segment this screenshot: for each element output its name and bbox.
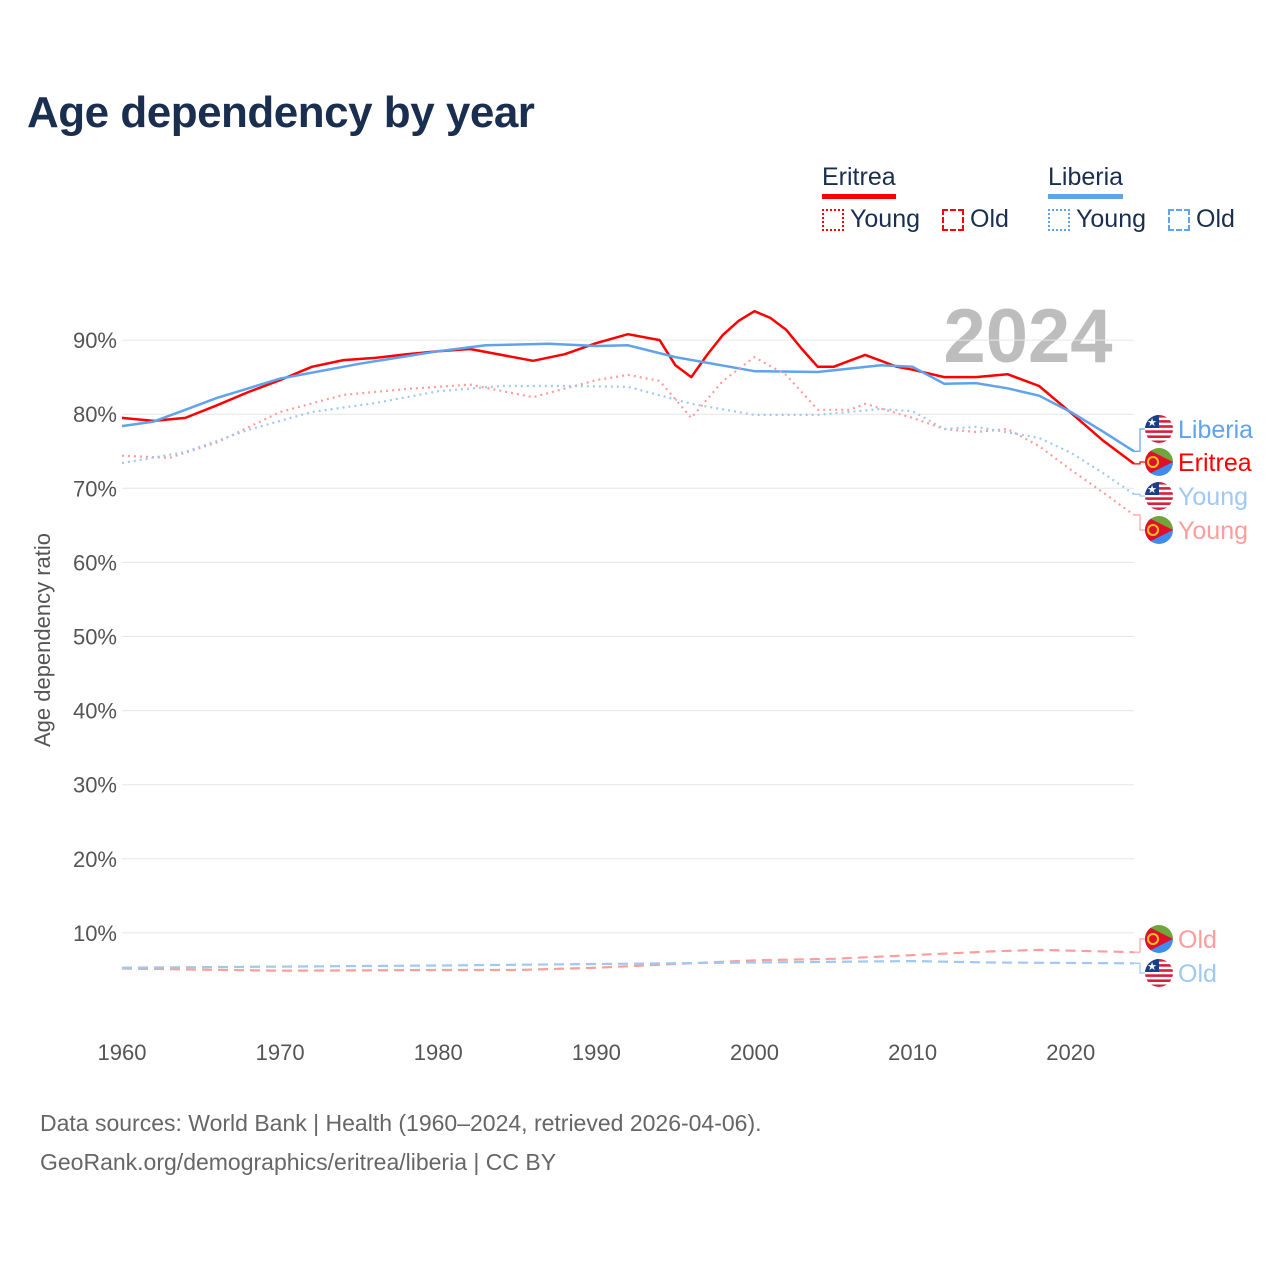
emblem-icon <box>1147 524 1159 536</box>
flag-stripe <box>1145 984 1173 987</box>
star-icon: ★ <box>1147 417 1157 429</box>
legend-liberia[interactable]: Liberia <box>1048 163 1124 199</box>
dashed-swatch-icon <box>942 208 964 231</box>
leader-line <box>1134 962 1146 974</box>
x-tick-label: 1970 <box>256 1040 305 1065</box>
flag-stripe <box>1145 435 1173 438</box>
liberia-flag-icon: ★ <box>1145 482 1173 510</box>
end-label: Eritrea <box>1134 448 1252 477</box>
y-tick-label: 50% <box>73 625 117 650</box>
flag-stripe <box>1145 430 1173 433</box>
eritrea-flag-icon <box>1145 448 1173 476</box>
eritrea-flag-icon <box>1145 516 1173 544</box>
flag-stripe <box>1145 440 1173 443</box>
flag-stripe <box>1145 497 1173 500</box>
leader-line <box>1134 461 1146 465</box>
dotted-swatch-icon <box>1048 208 1070 231</box>
end-label: Old <box>1134 925 1217 954</box>
y-tick-label: 10% <box>73 921 117 946</box>
y-tick-label: 70% <box>73 476 117 501</box>
y-tick-label: 40% <box>73 699 117 724</box>
legend-eritrea[interactable]: Eritrea <box>822 163 896 199</box>
y-tick-label: 90% <box>73 328 117 353</box>
end-label-text: Liberia <box>1178 416 1253 444</box>
end-label-text: Old <box>1178 926 1217 954</box>
x-tick-label: 2020 <box>1046 1040 1095 1065</box>
end-label-text: Eritrea <box>1178 449 1252 477</box>
series-line-liberia-young <box>121 384 1135 496</box>
legend-liberia-old[interactable]: Old <box>1168 205 1235 234</box>
end-label-text: Young <box>1178 517 1248 545</box>
x-tick-label: 2010 <box>888 1040 937 1065</box>
year-watermark: 2024 <box>943 294 1112 379</box>
y-tick-label: 20% <box>73 847 117 872</box>
emblem-icon <box>1147 933 1159 945</box>
leader-line <box>1134 514 1146 531</box>
legend-label: Young <box>850 205 920 233</box>
eritrea-flag-icon <box>1145 925 1173 953</box>
leader-line <box>1134 938 1146 953</box>
leader-line <box>1134 493 1146 497</box>
legend-eritrea-young[interactable]: Young <box>822 205 920 234</box>
end-label: Young <box>1134 514 1248 545</box>
y-axis-label: Age dependency ratio <box>30 533 55 747</box>
legend-eritrea-swatch <box>822 194 896 199</box>
chart-title: Age dependency by year <box>27 88 535 137</box>
dotted-swatch-icon <box>822 208 844 231</box>
source-line: Data sources: World Bank | Health (1960–… <box>40 1110 762 1136</box>
legend-label: Old <box>1196 205 1235 233</box>
legend-liberia-label: Liberia <box>1048 163 1124 191</box>
liberia-flag-icon: ★ <box>1145 415 1173 443</box>
legend-eritrea-old[interactable]: Old <box>942 205 1009 234</box>
attribution-line[interactable]: GeoRank.org/demographics/eritrea/liberia… <box>40 1149 557 1175</box>
flag-stripe <box>1145 974 1173 977</box>
legend-liberia-swatch <box>1048 194 1124 199</box>
end-label-text: Old <box>1178 960 1217 988</box>
series-line-liberia-old <box>121 960 1135 969</box>
series-line-liberia <box>121 342 1135 453</box>
star-icon: ★ <box>1147 484 1157 496</box>
star-icon: ★ <box>1147 961 1157 973</box>
y-tick-label: 60% <box>73 550 117 575</box>
dashed-swatch-icon <box>1168 208 1190 231</box>
legend-label: Old <box>970 205 1009 233</box>
x-tick-label: 2000 <box>730 1040 779 1065</box>
legend-liberia-young[interactable]: Young <box>1048 205 1146 234</box>
end-label: ★ Young <box>1134 482 1248 511</box>
liberia-flag-icon: ★ <box>1145 959 1173 987</box>
leader-line <box>1134 428 1146 452</box>
y-tick-label: 30% <box>73 773 117 798</box>
end-label: ★ Liberia <box>1134 415 1253 452</box>
x-tick-label: 1980 <box>414 1040 463 1065</box>
y-tick-label: 80% <box>73 402 117 427</box>
flag-stripe <box>1145 507 1173 510</box>
end-label-text: Young <box>1178 483 1248 511</box>
x-tick-label: 1960 <box>98 1040 147 1065</box>
end-label: ★ Old <box>1134 959 1217 988</box>
legend-eritrea-label: Eritrea <box>822 163 896 191</box>
flag-stripe <box>1145 502 1173 505</box>
legend-label: Young <box>1076 205 1146 233</box>
x-tick-label: 1990 <box>572 1040 621 1065</box>
flag-stripe <box>1145 979 1173 982</box>
emblem-icon <box>1147 456 1159 468</box>
